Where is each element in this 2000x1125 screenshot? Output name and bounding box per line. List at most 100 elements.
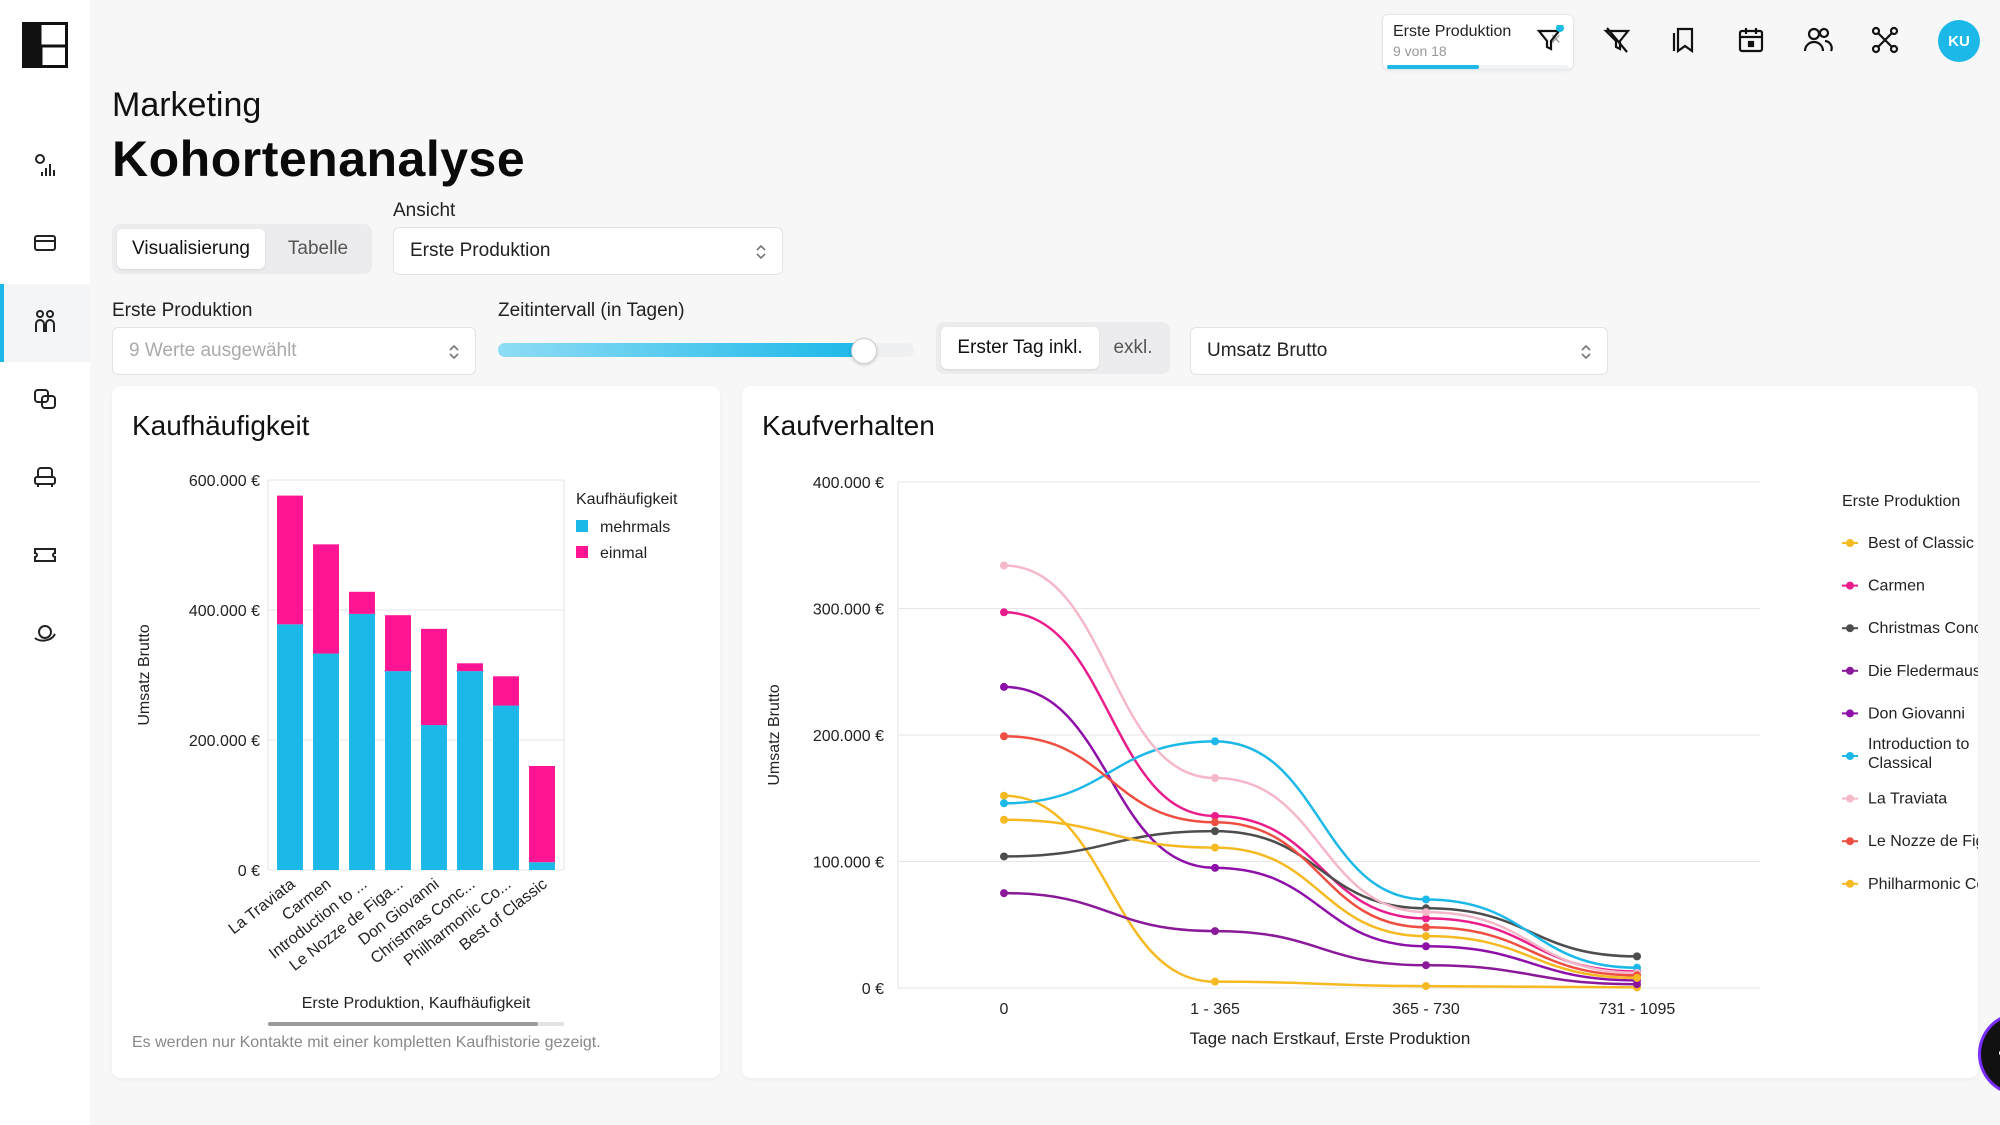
legend-label: Introduction to [1868,736,1970,753]
bar-mehrmals [349,613,375,870]
series-line-Philharmonic Concert [1003,818,1638,980]
erste-produktion-select[interactable]: 9 Werte ausgewählt [112,327,476,375]
y-tick-label: 200.000 € [189,733,260,750]
nav-cohorts[interactable] [0,284,90,362]
legend-marker [1846,539,1854,547]
series-line-Don Giovanni [1003,685,1638,982]
users-icon[interactable] [1802,24,1834,56]
legend-label: Carmen [1868,578,1925,595]
ansicht-select[interactable]: Erste Produktion [393,227,783,275]
series-line-Carmen [1003,611,1638,973]
nav-tickets[interactable] [0,518,90,596]
series-line-Die Fledermaus [1003,891,1638,986]
metric-select[interactable]: Umsatz Brutto [1190,327,1608,375]
y-tick-label: 0 € [238,863,260,880]
filter-chip-progress [1387,65,1479,69]
data-point [1000,608,1008,617]
data-point [1211,811,1219,820]
data-point [1422,923,1430,932]
data-point [1422,932,1430,941]
tab-tabelle[interactable]: Tabelle [287,238,349,259]
data-point [1211,843,1219,852]
sidebar [0,0,90,1125]
network-icon[interactable] [1869,24,1901,56]
data-point [1211,827,1219,836]
app-logo[interactable] [22,22,68,68]
data-point [1000,682,1008,691]
legend-label: Die Fledermaus [1868,663,1978,680]
bar-mehrmals [277,624,303,870]
x-axis-label: Erste Produktion, Kaufhäufigkeit [302,995,531,1012]
chevron-updown-icon [447,342,461,368]
calendar-icon[interactable] [1735,24,1767,56]
bar-einmal [385,615,411,672]
legend-label: La Traviata [1868,791,1947,808]
nav-productions[interactable] [0,362,90,440]
close-icon[interactable]: × [1550,29,1561,49]
bar-einmal [529,766,555,863]
data-point [1633,952,1641,961]
tab-visualisierung[interactable]: Visualisierung [117,229,265,269]
series-line-Introduction to Classical [1003,740,1638,970]
nav-analytics[interactable] [0,128,90,206]
bar-einmal [313,544,339,654]
data-point [1211,774,1219,783]
zeitintervall-slider[interactable] [498,343,914,357]
series-line-Le Nozze de Figaro [1003,735,1638,977]
data-point [1422,961,1430,970]
x-tick-label: 731 - 1095 [1599,1001,1676,1018]
bookmarks-icon[interactable] [1668,24,1700,56]
data-point [1422,914,1430,923]
chart-icon [32,152,58,183]
data-point [1000,799,1008,808]
data-point [1000,852,1008,861]
view-mode-segment: Visualisierung Tabelle [112,224,372,274]
legend-label: einmal [600,545,647,562]
bar-mehrmals [529,862,555,870]
data-point [1000,815,1008,824]
legend-label: Le Nozze de Figaro [1868,833,1978,850]
filter-chip[interactable]: Erste Produktion 9 von 18 × [1382,14,1574,70]
kaufhaeufigkeit-title: Kaufhäufigkeit [132,410,310,441]
bar-einmal [457,663,483,672]
chevron-updown-icon [1579,342,1593,368]
people-icon [32,308,58,339]
nav-payments[interactable] [0,206,90,284]
data-point [1000,889,1008,898]
avatar[interactable]: KU [1938,20,1980,62]
first-day-toggle: Erster Tag inkl. exkl. [936,322,1170,374]
data-point [1422,908,1430,917]
legend-label: Christmas Concert [1868,620,1978,637]
data-point [1000,561,1008,570]
y-tick-label: 0 € [862,981,884,998]
data-point [1211,818,1219,827]
legend-marker [1846,837,1854,846]
legend-label: Don Giovanni [1868,705,1965,722]
legend-marker [1846,794,1854,803]
bar-mehrmals [493,705,519,870]
kaufverhalten-card: Kaufverhalten 400.000 € 300.000 € 200.000 … [742,386,1978,1078]
activity-fab[interactable] [1978,1012,2000,1096]
series-line-La Traviata [1003,564,1638,975]
data-point [1633,973,1641,982]
y-tick-label: 600.000 € [189,473,260,490]
nav-journey[interactable] [0,596,90,674]
kaufhaeufigkeit-chart: 600.000 €400.000 €200.000 €0 €La Traviat… [136,473,678,1026]
y-tick-label: 300.000 € [813,602,884,619]
toggle-exkl[interactable]: exkl. [1113,337,1153,358]
erste-produktion-placeholder: 9 Werte ausgewählt [129,340,297,361]
filter-icon[interactable] [1534,24,1566,56]
main-content: Erste Produktion 9 von 18 × KU Marketing… [90,0,2000,1125]
kaufhaeufigkeit-card: Kaufhäufigkeit 600.000 € 400.000 € 200.000… [112,386,720,1078]
slider-thumb[interactable] [851,338,878,364]
legend-title: Erste Produktion [1842,493,1960,510]
nav-seating[interactable] [0,440,90,518]
toggle-inkl[interactable]: Erster Tag inkl. [941,327,1099,369]
bar-einmal [349,591,375,614]
clear-filter-icon[interactable] [1601,24,1633,56]
y-axis-label: Umsatz Brutto [766,684,783,785]
ansicht-label: Ansicht [393,200,456,221]
legend-marker [1846,709,1854,718]
data-point [1000,732,1008,741]
legend-marker [1846,666,1854,675]
